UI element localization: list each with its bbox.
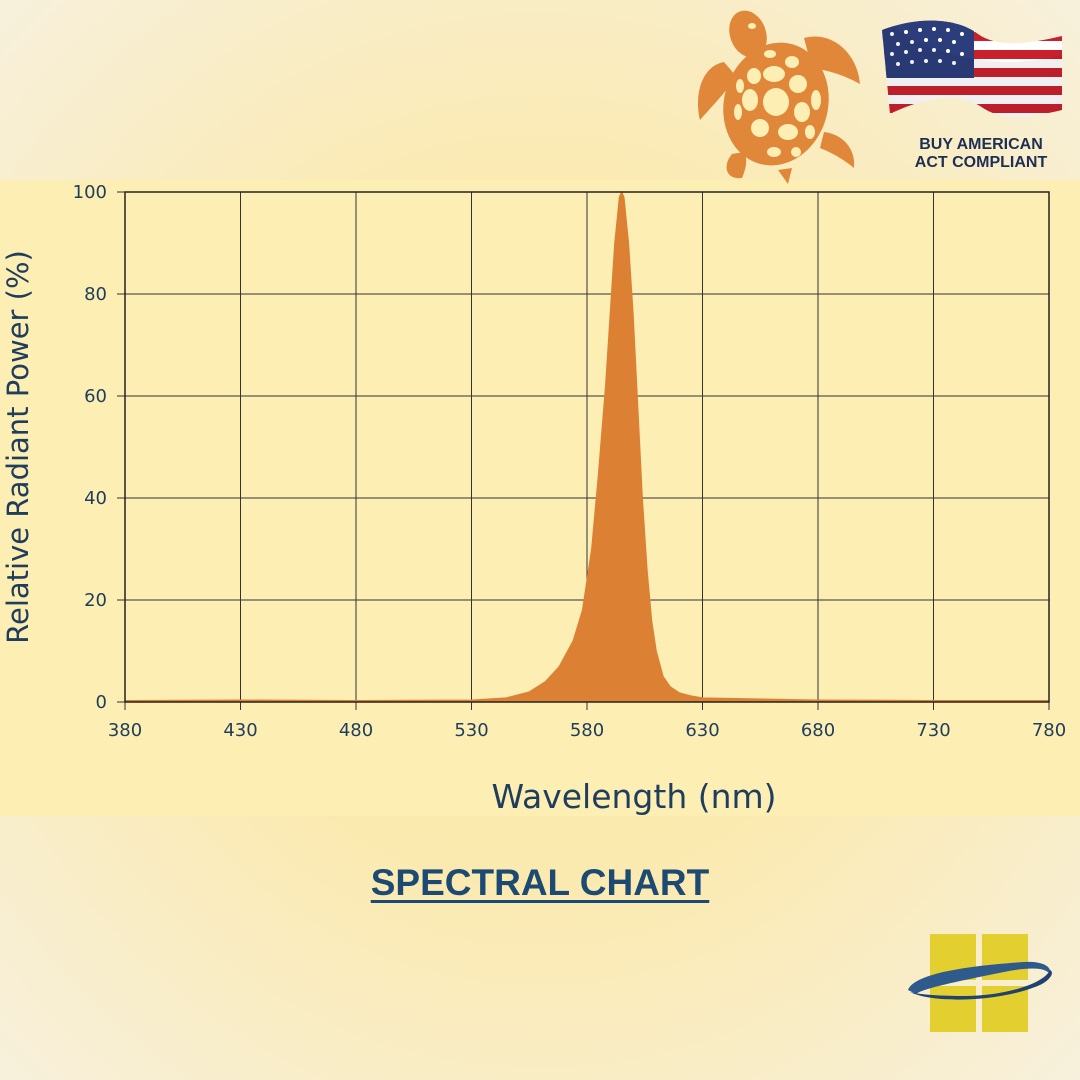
x-tick-label: 680: [801, 720, 835, 741]
x-tick-label: 430: [223, 720, 257, 741]
x-tick-label: 780: [1032, 720, 1066, 741]
y-tick-label: 60: [84, 386, 107, 407]
y-tick-labels: 0 20 40 60 80 100: [73, 182, 107, 713]
x-axis-title: Wavelength (nm): [491, 777, 776, 816]
badge-line-1: BUY AMERICAN: [919, 136, 1043, 153]
y-tick-label: 80: [84, 284, 107, 305]
us-flag-icon: [882, 20, 1062, 117]
y-tick-label: 40: [84, 488, 107, 509]
x-tick-label: 580: [570, 720, 604, 741]
y-tick-label: 0: [96, 692, 107, 713]
y-tick-label: 20: [84, 590, 107, 611]
y-tick-label: 100: [73, 182, 107, 203]
x-tick-label: 630: [685, 720, 719, 741]
buy-american-badge: BUY AMERICAN ACT COMPLIANT: [896, 136, 1066, 172]
x-tick-label: 730: [916, 720, 950, 741]
x-tick-label: 480: [339, 720, 373, 741]
spectrum-area: [124, 190, 1050, 703]
x-tick-labels: 380 430 480 530 580 630 680 730 780: [108, 720, 1066, 741]
badge-line-2: ACT COMPLIANT: [914, 154, 1048, 171]
plot-frame: [124, 191, 1050, 703]
y-axis-title: Relative Radiant Power (%): [1, 250, 35, 644]
spectral-chart: 380 430 480 530 580 630 680 730 780 0 20 40 60 80 100…: [1, 182, 1066, 816]
window-swoosh-logo-icon: [908, 934, 1052, 1032]
chart-panel: 380 430 480 530 580 630 680 730 780 0 20 40 60 80 100…: [0, 180, 1080, 816]
x-tick-label: 530: [454, 720, 488, 741]
x-tick-label: 380: [108, 720, 142, 741]
page-title: SPECTRAL CHART: [370, 862, 710, 903]
sea-turtle-icon: [698, 10, 860, 184]
